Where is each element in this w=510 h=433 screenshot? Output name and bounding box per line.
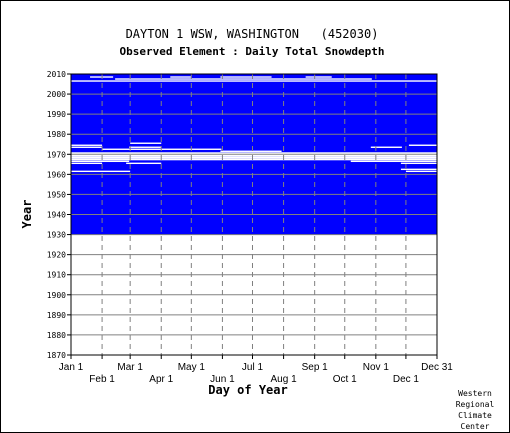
missing-data-segment xyxy=(71,160,130,163)
missing-data-segment xyxy=(305,76,332,78)
missing-data-segment xyxy=(71,162,103,165)
y-tick-label: 1970 xyxy=(47,150,66,159)
y-tick-label: 1900 xyxy=(47,291,66,300)
missing-data-segment xyxy=(102,148,131,150)
credit-line: Center xyxy=(460,422,490,431)
x-tick-label: Oct 1 xyxy=(333,374,357,385)
y-tick-label: 1950 xyxy=(47,190,66,199)
chart-subtitle: Observed Element : Daily Total Snowdepth xyxy=(120,45,385,58)
x-tick-label: Dec 1 xyxy=(393,374,420,385)
x-tick-label: Jan 1 xyxy=(59,362,84,373)
missing-year-row xyxy=(71,154,437,157)
y-tick-label: 1980 xyxy=(47,130,66,139)
x-tick-label: Apr 1 xyxy=(149,374,173,385)
credit-line: Climate xyxy=(458,411,492,420)
missing-data-segment xyxy=(400,168,437,171)
missing-data-segment xyxy=(115,78,372,80)
y-tick-label: 1890 xyxy=(47,311,66,320)
x-tick-label: Feb 1 xyxy=(89,374,115,385)
missing-data-segment xyxy=(350,160,437,163)
y-tick-label: 2000 xyxy=(47,90,66,99)
y-tick-label: 1960 xyxy=(47,170,66,179)
y-tick-label: 1940 xyxy=(47,211,66,220)
chart-title: DAYTON 1 WSW, WASHINGTON (452030) xyxy=(126,27,379,41)
missing-data-segment xyxy=(170,76,192,78)
missing-data-segment xyxy=(220,150,282,152)
wrcc-credit: Western Regional Climate Center xyxy=(446,388,504,432)
y-tick-label: 1920 xyxy=(47,251,66,260)
credit-line: Western xyxy=(458,389,492,398)
missing-data-segment xyxy=(71,80,437,82)
x-axis-label: Day of Year xyxy=(208,383,287,397)
x-tick-label: Mar 1 xyxy=(117,362,143,373)
missing-data-segment xyxy=(129,146,162,148)
x-tick-label: Jul 1 xyxy=(242,362,264,373)
credit-line: Regional xyxy=(455,400,495,409)
missing-year-row xyxy=(71,158,437,161)
x-tick-label: Nov 1 xyxy=(363,362,390,373)
y-tick-label: 1880 xyxy=(47,331,66,340)
y-axis-label: Year xyxy=(20,200,34,229)
x-tick-label: Aug 1 xyxy=(271,374,298,385)
missing-data-segment xyxy=(408,144,437,146)
missing-data-segment xyxy=(71,146,103,148)
x-tick-label: Dec 31 xyxy=(421,362,453,373)
x-tick-label: Sep 1 xyxy=(302,362,329,373)
missing-data-segment xyxy=(90,76,114,78)
missing-data-segment xyxy=(126,162,162,165)
missing-year-row xyxy=(71,152,437,155)
missing-year-row xyxy=(71,156,437,159)
missing-data-segment xyxy=(220,76,272,78)
y-tick-label: 1990 xyxy=(47,110,66,119)
missing-data-segment xyxy=(130,148,222,150)
y-tick-label: 2010 xyxy=(47,70,66,79)
plot-area: 2010 2000 1990 1980 1970 1960 1950 1940 1930 1920… xyxy=(47,70,454,385)
missing-data-segment xyxy=(400,162,437,165)
missing-data-segment xyxy=(71,144,103,146)
missing-data-segment xyxy=(405,170,437,173)
y-tick-label: 1930 xyxy=(47,231,66,240)
x-tick-label: Jun 1 xyxy=(210,374,235,385)
x-tick-label: May 1 xyxy=(178,362,206,373)
missing-data-segment xyxy=(71,170,131,173)
missing-data-segment xyxy=(130,142,162,144)
y-tick-label: 1910 xyxy=(47,271,66,280)
missing-data-segment xyxy=(370,146,402,148)
y-tick-label: 1870 xyxy=(47,351,66,360)
